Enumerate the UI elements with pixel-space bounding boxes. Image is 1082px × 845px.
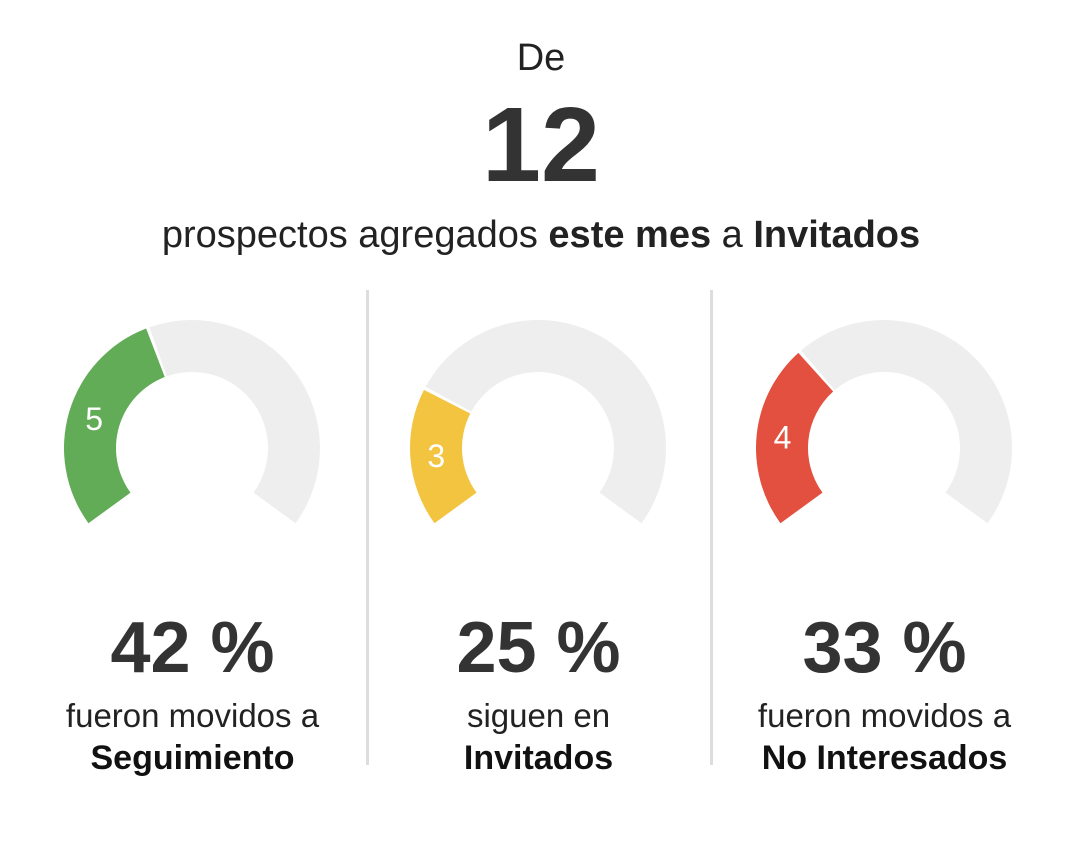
panel-no-interesados: 4 33 % fueron movidos a No Interesados bbox=[712, 290, 1057, 790]
panel-invitados: 3 25 % siguen en Invitados bbox=[366, 290, 711, 790]
divider-right bbox=[710, 290, 713, 765]
gauge-track-invitados bbox=[425, 320, 666, 524]
divider-left bbox=[366, 290, 369, 765]
gauge-value-no-interesados: 4 bbox=[774, 419, 792, 455]
total-count: 12 bbox=[482, 86, 600, 204]
gauge-value-seguimiento: 5 bbox=[85, 401, 103, 437]
description-invitados: siguen en bbox=[466, 697, 611, 734]
gauge-value-invitados: 3 bbox=[427, 438, 445, 474]
gauge-seguimiento: 5 bbox=[64, 320, 320, 524]
stage-no-interesados: No Interesados bbox=[761, 739, 1008, 777]
gauge-track-no-interesados bbox=[801, 320, 1012, 524]
subtitle-part-este-mes: este mes bbox=[548, 214, 712, 256]
subtitle: prospectos agregados este mes a Invitado… bbox=[0, 212, 1082, 258]
stage-seguimiento: Seguimiento bbox=[90, 739, 295, 777]
gauge-track-seguimiento bbox=[149, 320, 320, 524]
subtitle-part-invitados: Invitados bbox=[753, 214, 921, 256]
gauge-no-interesados: 4 bbox=[756, 320, 1012, 524]
intro-text: De bbox=[516, 37, 566, 79]
stage-invitados: Invitados bbox=[463, 739, 614, 777]
gauge-fill-seguimiento bbox=[64, 328, 165, 524]
percent-seguimiento: 42 % bbox=[110, 608, 275, 688]
panel-seguimiento: 5 42 % fueron movidos a Seguimiento bbox=[20, 290, 365, 790]
description-no-interesados: fueron movidos a bbox=[757, 697, 1012, 734]
gauge-fill-no-interesados bbox=[756, 352, 834, 524]
subtitle-part-a: a bbox=[711, 214, 754, 256]
gauge-invitados: 3 bbox=[410, 320, 666, 524]
gauge-fill-invitados bbox=[410, 389, 477, 524]
percent-invitados: 25 % bbox=[456, 608, 621, 688]
description-seguimiento: fueron movidos a bbox=[65, 697, 320, 734]
subtitle-part-prospectos: prospectos agregados bbox=[161, 214, 549, 256]
percent-no-interesados: 33 % bbox=[802, 608, 967, 688]
